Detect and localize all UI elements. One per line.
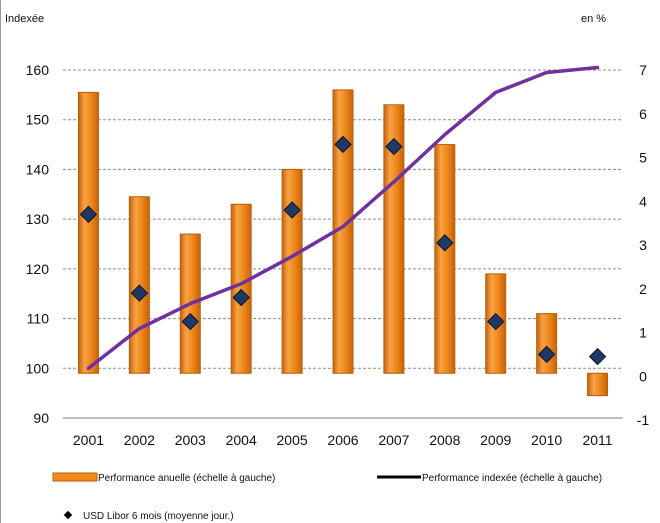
right-tick-label: 2 <box>639 281 647 297</box>
legend-bar-label: Performance anuelle (échelle à gauche) <box>98 473 275 484</box>
right-tick-label: 1 <box>639 325 647 341</box>
x-tick-label: 2003 <box>175 432 206 448</box>
x-tick-label: 2011 <box>582 432 612 448</box>
left-tick-label: 140 <box>26 161 50 177</box>
legend-bar-swatch <box>52 472 98 482</box>
left-tick-label: 90 <box>33 410 49 426</box>
x-tick-label: 2001 <box>73 432 104 448</box>
bar <box>230 203 252 374</box>
x-tick-label: 2009 <box>480 432 511 448</box>
libor-point <box>283 201 301 219</box>
libor-point <box>334 135 352 154</box>
left-axis-label: Indexée <box>5 13 44 25</box>
x-tick-label: 2006 <box>327 432 358 448</box>
line-series <box>86 65 600 371</box>
libor-point <box>385 137 403 156</box>
indexed-performance-line <box>86 65 600 371</box>
bar <box>536 313 558 374</box>
x-tick-label: 2007 <box>378 432 409 448</box>
libor-point <box>487 312 505 331</box>
bar <box>281 168 303 374</box>
legend: Performance anuelle (échelle à gauche) P… <box>52 472 602 522</box>
legend-diamond-label: USD Libor 6 mois (moyenne jour.) <box>83 511 234 522</box>
x-tick-label: 2010 <box>531 432 562 448</box>
right-tick-label: 5 <box>639 150 647 166</box>
right-axis-ticks: -1 0 1 2 3 4 5 6 7 <box>637 62 650 428</box>
right-tick-label: 7 <box>639 62 647 78</box>
right-tick-label: -1 <box>637 412 650 428</box>
libor-point <box>79 205 98 224</box>
left-axis-ticks: 90 100 110 120 130 140 150 160 <box>26 62 50 426</box>
x-tick-label: 2005 <box>277 432 308 448</box>
libor-point <box>130 284 149 302</box>
bar <box>587 372 609 397</box>
left-tick-label: 100 <box>26 360 50 376</box>
right-tick-label: 6 <box>639 106 647 122</box>
right-axis-label: en % <box>581 13 606 25</box>
x-tick-label: 2004 <box>226 432 257 448</box>
legend-diamond-marker <box>63 510 73 520</box>
right-tick-label: 3 <box>639 237 647 253</box>
bar <box>383 104 405 374</box>
left-tick-label: 150 <box>26 112 50 128</box>
right-tick-label: 4 <box>639 193 647 209</box>
bar <box>77 91 99 374</box>
libor-point <box>537 345 556 364</box>
left-tick-label: 160 <box>26 62 50 78</box>
left-tick-label: 130 <box>26 211 50 227</box>
x-tick-label: 2008 <box>429 432 460 448</box>
x-axis-ticks: 2001 2002 2003 2004 2005 2006 2007 2008 2009 2010… <box>73 432 613 448</box>
libor-point <box>436 234 454 252</box>
x-tick-label: 2002 <box>124 432 155 448</box>
right-tick-label: 0 <box>639 368 647 384</box>
libor-point <box>588 347 607 366</box>
libor-point <box>232 288 250 307</box>
bar-series <box>77 89 609 397</box>
left-tick-label: 110 <box>27 311 50 327</box>
libor-point <box>181 312 199 331</box>
legend-line-label: Performance indexée (échelle à gauche) <box>422 473 602 484</box>
scatter-series <box>79 135 607 366</box>
left-tick-label: 120 <box>26 261 50 277</box>
bar <box>434 144 456 374</box>
